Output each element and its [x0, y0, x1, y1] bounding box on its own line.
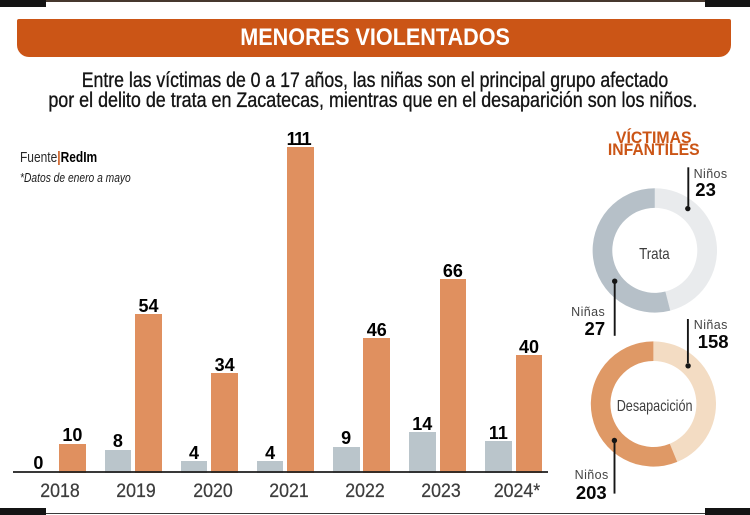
svg-text:Trata: Trata — [639, 246, 670, 263]
svg-text:Desapacición: Desapacición — [617, 398, 693, 415]
